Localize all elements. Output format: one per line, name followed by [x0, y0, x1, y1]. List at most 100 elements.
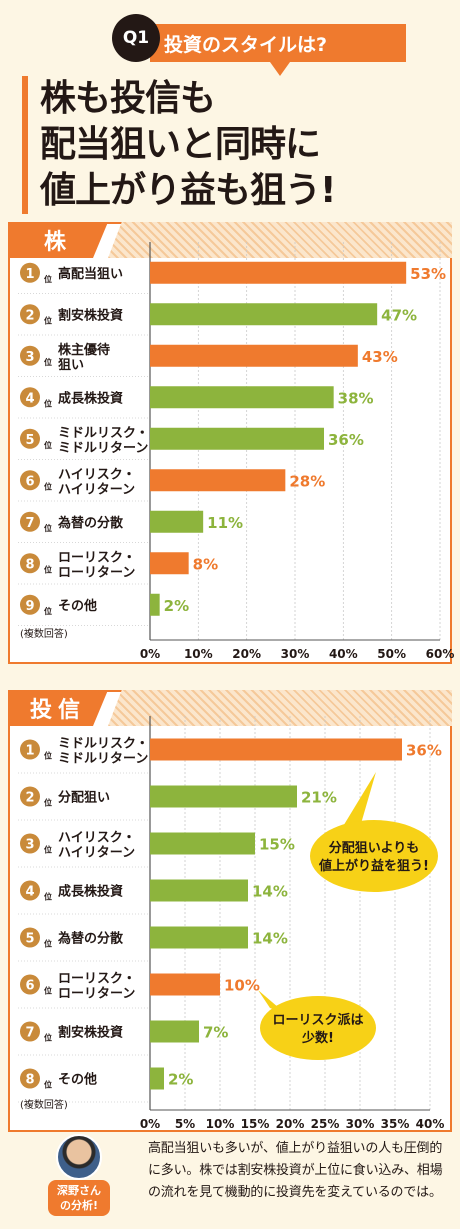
rank-suffix: 位: [44, 1033, 52, 1043]
category-label: 成長株投資: [58, 884, 123, 900]
category-label: 為替の分散: [58, 515, 124, 531]
x-tick-label: 0%: [140, 647, 160, 661]
x-tick-label: 20%: [276, 1117, 305, 1131]
rank-number: 5: [25, 932, 34, 947]
rank-suffix: 位: [44, 892, 52, 902]
category-label: その他: [58, 598, 97, 614]
callout-text: ローリスク派は: [272, 1013, 363, 1028]
rank-circle: [20, 927, 40, 948]
category-label: 高配当狙い: [58, 266, 123, 282]
category-label: ミドルリターン: [58, 752, 148, 767]
category-label: ハイリスク・: [58, 467, 135, 482]
value-label: 7%: [203, 1024, 228, 1042]
category-label: 成長株投資: [58, 390, 123, 406]
callout-tail: [342, 772, 376, 834]
rank-number: 1: [25, 267, 34, 282]
value-label: 8%: [193, 555, 218, 573]
category-label: ミドルリスク・: [58, 426, 149, 441]
rank-circle: [20, 387, 40, 408]
analyst-label-line-1: 深野さん: [57, 1184, 101, 1197]
rank-suffix: 位: [44, 398, 52, 408]
rank-number: 2: [25, 308, 34, 323]
rank-number: 5: [25, 433, 34, 448]
rank-number: 8: [25, 557, 34, 572]
rank-number: 4: [25, 885, 34, 900]
value-label: 47%: [381, 306, 417, 324]
rank-suffix: 位: [44, 751, 52, 761]
x-tick-label: 30%: [346, 1117, 375, 1131]
category-label: ローリターン: [58, 565, 135, 580]
rank-suffix: 位: [44, 1080, 52, 1090]
callout-bubble: [310, 820, 438, 892]
x-tick-label: 15%: [241, 1117, 270, 1131]
value-label: 36%: [406, 742, 442, 760]
bar: [150, 973, 220, 996]
rank-circle: [20, 345, 40, 366]
bar: [150, 510, 204, 533]
analyst-label-line-2: の分析!: [59, 1199, 99, 1212]
bar: [150, 593, 160, 616]
rank-circle: [20, 553, 40, 574]
category-label: 為替の分散: [58, 931, 124, 947]
value-label: 10%: [224, 977, 260, 995]
value-label: 28%: [289, 472, 325, 490]
value-label: 21%: [301, 789, 337, 807]
category-label: ハイリターン: [58, 482, 135, 497]
value-label: 15%: [259, 836, 295, 854]
question-title: 投資のスタイルは?: [150, 24, 406, 62]
callout-text: 少数!: [301, 1030, 334, 1046]
rank-suffix: 位: [44, 606, 52, 616]
rank-circle: [20, 786, 40, 807]
rank-suffix: 位: [44, 523, 52, 533]
rank-circle: [20, 428, 40, 449]
x-tick-label: 10%: [206, 1117, 235, 1131]
bar: [150, 738, 402, 761]
x-tick-label: 20%: [232, 647, 261, 661]
rank-suffix: 位: [44, 274, 52, 284]
category-label: 分配狙い: [58, 790, 110, 806]
x-tick-label: 35%: [381, 1117, 410, 1131]
headline-line-3: 値上がり益も狙う!: [40, 170, 336, 211]
rank-circle: [20, 594, 40, 615]
panel-header-band: [108, 222, 452, 258]
category-label: ハイリスク・: [58, 831, 135, 846]
rank-suffix: 位: [44, 357, 52, 367]
rank-number: 9: [25, 599, 34, 614]
category-label: その他: [58, 1072, 97, 1088]
value-label: 2%: [168, 1071, 193, 1089]
analyst-comment: 高配当狙いも多いが、値上がり益狙いの人も圧倒的に多い。株では割安株投資が上位に食…: [148, 1141, 443, 1200]
x-tick-label: 25%: [311, 1117, 340, 1131]
rank-circle: [20, 470, 40, 491]
rank-suffix: 位: [44, 315, 52, 325]
rank-number: 3: [25, 350, 34, 365]
rank-circle: [20, 304, 40, 325]
bar: [150, 344, 358, 367]
value-label: 53%: [410, 265, 446, 283]
bar: [150, 469, 286, 492]
bar: [150, 261, 407, 284]
rank-number: 7: [25, 1026, 34, 1041]
rank-suffix: 位: [44, 481, 52, 491]
headline-line-2: 配当狙いと同時に: [40, 124, 321, 165]
category-label: 割安株投資: [58, 307, 123, 323]
bar: [150, 386, 334, 409]
category-label: 狙い: [58, 358, 84, 373]
footnote: (複数回答): [20, 1098, 68, 1111]
bar: [150, 785, 297, 808]
rank-circle: [20, 739, 40, 760]
bar: [150, 1067, 164, 1090]
rank-circle: [20, 1021, 40, 1042]
x-tick-label: 30%: [281, 647, 310, 661]
stock-section-label: 株: [8, 222, 108, 258]
rank-suffix: 位: [44, 845, 52, 855]
value-label: 43%: [362, 348, 398, 366]
category-label: ローリターン: [58, 987, 135, 1002]
bar: [150, 879, 248, 902]
rank-number: 7: [25, 516, 34, 531]
callout-bubble: [260, 996, 376, 1060]
rank-suffix: 位: [44, 986, 52, 996]
x-tick-label: 0%: [140, 1117, 160, 1131]
callout-text: 値上がり益を狙う!: [318, 858, 429, 874]
bar: [150, 427, 324, 450]
